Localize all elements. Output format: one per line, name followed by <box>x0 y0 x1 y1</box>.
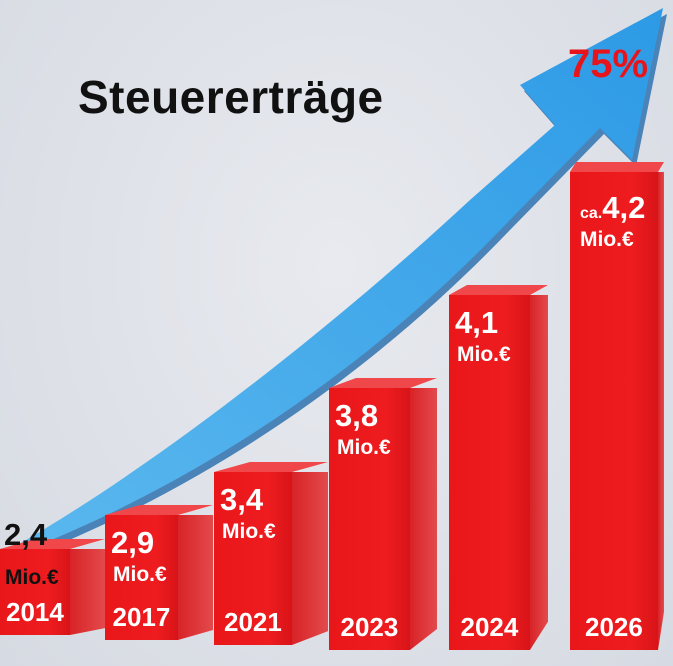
bar-top <box>0 539 105 549</box>
bar-front <box>214 472 292 645</box>
category-label-2024: 2024 <box>460 612 519 642</box>
bar-side <box>178 515 213 640</box>
category-label-2023: 2023 <box>340 612 399 642</box>
bar-top <box>105 505 213 515</box>
bar-side <box>410 388 437 650</box>
value-label-2023: 3,8 <box>335 398 379 433</box>
value-label-2024: 4,1 <box>455 305 499 340</box>
bar-front <box>570 172 658 650</box>
bar-front <box>449 295 530 650</box>
bar-2023 <box>329 378 437 650</box>
value-prefix: ca. <box>580 205 603 222</box>
bar-2014 <box>0 539 105 635</box>
category-label-2014: 2014 <box>6 597 64 627</box>
bar-2024 <box>449 285 548 650</box>
category-label-2021: 2021 <box>224 607 282 637</box>
category-label-2026: 2026 <box>585 612 643 642</box>
unit-label-2026: Mio.€ <box>580 228 634 251</box>
bar-front <box>329 388 410 650</box>
bar-2026 <box>570 162 664 650</box>
unit-label-2021: Mio.€ <box>222 520 276 543</box>
bar-top <box>329 378 437 388</box>
bar-front <box>0 549 70 635</box>
bar-top <box>570 162 664 172</box>
bar-top <box>214 462 328 472</box>
unit-label-2023: Mio.€ <box>337 436 391 459</box>
value-label-2026: ca.4,2 <box>580 190 646 225</box>
category-label-2017: 2017 <box>112 602 171 632</box>
bar-top <box>449 285 548 295</box>
chart-title: Steuererträge <box>78 71 384 123</box>
unit-label-2024: Mio.€ <box>457 343 511 366</box>
value-label-2017: 2,9 <box>111 525 155 560</box>
bar-2021 <box>214 462 328 645</box>
bar-side <box>658 172 664 650</box>
growth-annotation: 75% <box>568 42 649 86</box>
value-label-2014: 2,4 <box>4 517 48 552</box>
bar-2017 <box>105 505 213 640</box>
unit-label-2014: Mio.€ <box>5 566 59 589</box>
value-label-2021: 3,4 <box>220 482 264 517</box>
bar-side <box>530 295 548 650</box>
unit-label-2017: Mio.€ <box>113 563 167 586</box>
bar-front <box>105 515 178 640</box>
bar-side <box>292 472 328 645</box>
bar-side <box>70 549 105 635</box>
